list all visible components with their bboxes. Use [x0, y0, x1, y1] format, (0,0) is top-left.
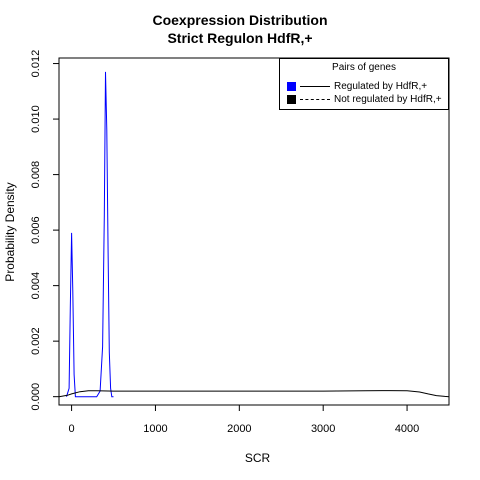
series-line-not-regulated — [59, 390, 449, 398]
x-axis-title: SCR — [244, 451, 271, 465]
legend-entry-regulated: Regulated by HdfR,+ — [287, 80, 427, 92]
y-axis-title: Probability Density — [3, 182, 17, 282]
legend-line-solid — [300, 85, 330, 87]
legend-entry-not-regulated: Not regulated by HdfR,+ — [287, 93, 442, 105]
legend-swatch-black — [287, 94, 296, 104]
x-tick-label: 1000 — [143, 423, 167, 435]
y-tick-label: 0.012 — [30, 50, 42, 78]
legend-line-dashed — [300, 98, 330, 100]
y-tick-label: 0.000 — [30, 383, 42, 411]
y-tick-label: 0.002 — [30, 327, 42, 355]
chart-title: Coexpression Distribution — [152, 12, 328, 28]
plot-frame — [58, 57, 450, 406]
x-tick-label: 0 — [69, 423, 75, 435]
y-tick-label: 0.004 — [30, 272, 42, 300]
y-tick-label: 0.008 — [30, 161, 42, 189]
legend-label-not-regulated: Not regulated by HdfR,+ — [334, 93, 442, 105]
legend-label-regulated: Regulated by HdfR,+ — [334, 80, 428, 92]
legend: Pairs of genes Regulated by HdfR,+ Not r… — [279, 58, 449, 110]
x-tick-label: 2000 — [227, 423, 251, 435]
x-tick-label: 3000 — [311, 423, 335, 435]
series-line-regulated — [66, 71, 114, 398]
legend-swatch-blue — [287, 81, 296, 91]
chart-subtitle: Strict Regulon HdfR,+ — [167, 30, 313, 46]
y-tick-label: 0.006 — [30, 216, 42, 244]
y-tick-label: 0.010 — [30, 105, 42, 133]
x-tick-label: 4000 — [395, 423, 419, 435]
legend-title: Pairs of genes — [332, 62, 396, 73]
